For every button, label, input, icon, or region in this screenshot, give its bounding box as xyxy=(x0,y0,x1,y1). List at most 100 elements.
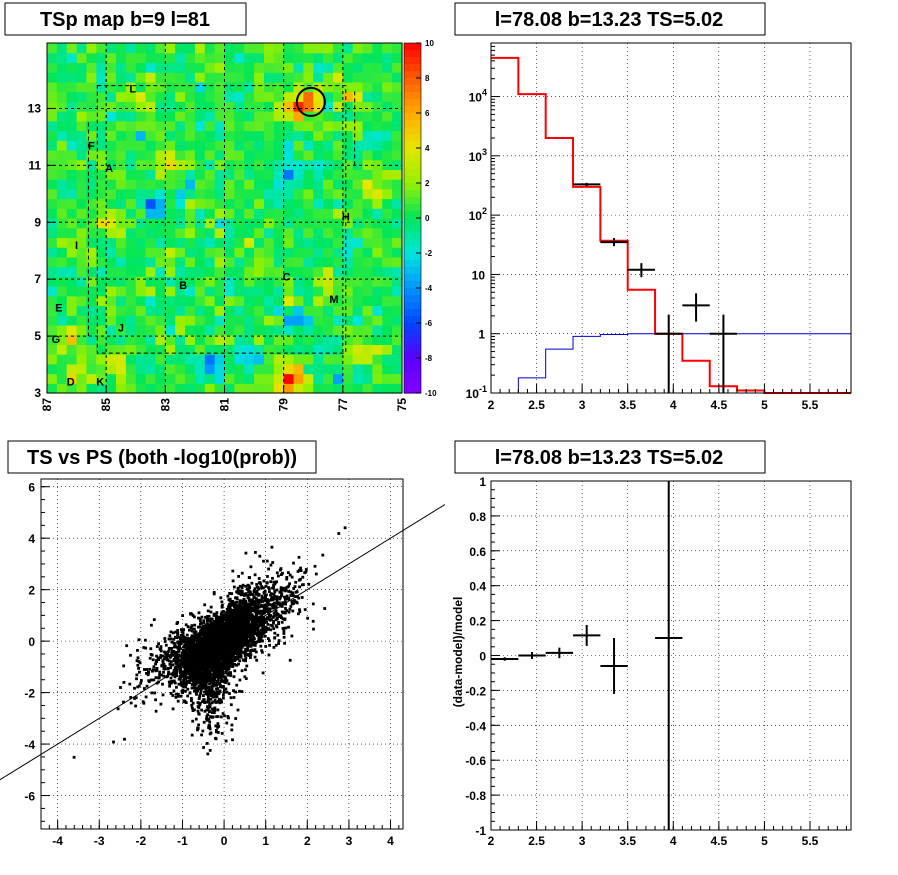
heatmap-cell xyxy=(313,334,324,345)
heatmap-cell xyxy=(254,218,265,229)
heatmap-cell xyxy=(175,188,186,200)
heatmap-cell xyxy=(165,237,176,248)
heatmap-cell xyxy=(86,383,97,394)
heatmap-cell xyxy=(96,276,107,287)
heatmap-cell xyxy=(106,101,117,112)
scatter-point xyxy=(246,620,250,624)
y-tick-label: 10 xyxy=(472,268,486,282)
scatter-point xyxy=(222,633,226,636)
heatmap-cell xyxy=(96,256,107,268)
heatmap-cell xyxy=(254,286,265,297)
heatmap-cell xyxy=(372,159,383,170)
colorbar-segment xyxy=(404,99,421,107)
scatter-point xyxy=(198,635,202,638)
scatter-point xyxy=(278,590,282,594)
heatmap-cell xyxy=(254,208,265,219)
scatter-point xyxy=(246,606,249,609)
scatter-point xyxy=(258,554,262,558)
scatter-point xyxy=(253,587,257,591)
heatmap-cell xyxy=(96,179,107,190)
heatmap-cell xyxy=(254,266,265,277)
heatmap-cell xyxy=(372,169,383,180)
heatmap-cell xyxy=(116,383,127,394)
heatmap-cell xyxy=(332,101,344,112)
heatmap-cell xyxy=(293,208,304,219)
scatter-point xyxy=(213,620,216,623)
heatmap-cell xyxy=(372,52,383,64)
heatmap-cell xyxy=(96,130,107,141)
colorbar-segment xyxy=(404,127,421,135)
heatmap-cell xyxy=(293,101,304,112)
heatmap-cell xyxy=(194,354,206,365)
scatter-point xyxy=(248,615,252,618)
heatmap-cell xyxy=(155,218,166,229)
heatmap-cell xyxy=(362,62,374,73)
scatter-point xyxy=(256,586,260,589)
heatmap-cell xyxy=(263,305,275,316)
heatmap-cell xyxy=(185,324,196,336)
heatmap-cell xyxy=(214,188,226,200)
heatmap-cell xyxy=(56,315,68,326)
heatmap-cell xyxy=(293,111,304,122)
heatmap-cell xyxy=(392,286,403,297)
scatter-point xyxy=(269,592,273,595)
scatter-point xyxy=(265,581,269,584)
heatmap-cell xyxy=(175,218,186,229)
heatmap-cell xyxy=(145,208,157,219)
scatter-point xyxy=(277,574,280,578)
region-label: E xyxy=(55,303,62,315)
heatmap-cell xyxy=(96,305,107,316)
heatmap-cell xyxy=(382,149,393,161)
heatmap-cell xyxy=(185,218,196,229)
heatmap-cell xyxy=(313,276,324,287)
scatter-point xyxy=(225,646,229,649)
heatmap-cell xyxy=(145,188,157,200)
heatmap-cell xyxy=(323,188,334,200)
heatmap-cell xyxy=(254,149,265,161)
heatmap-cell xyxy=(155,72,166,83)
heatmap-cell xyxy=(185,305,196,316)
heatmap-cell xyxy=(86,130,97,141)
heatmap-cell xyxy=(165,72,176,83)
heatmap-cell xyxy=(214,256,226,268)
heatmap-cell xyxy=(234,363,245,375)
scatter-point xyxy=(248,576,251,580)
heatmap-cell xyxy=(66,373,78,384)
heatmap-cell xyxy=(303,227,314,239)
heatmap-cell xyxy=(106,91,117,102)
heatmap-cell xyxy=(332,140,344,151)
scatter-point xyxy=(203,690,206,694)
heatmap-cell xyxy=(303,286,314,297)
heatmap-cell xyxy=(362,276,374,287)
spectrum-title: l=78.08 b=13.23 TS=5.02 xyxy=(495,9,724,31)
heatmap-cell xyxy=(204,111,216,122)
heatmap-cell xyxy=(204,169,216,180)
region-label: I xyxy=(75,240,78,252)
scatter-point xyxy=(218,669,221,673)
heatmap-cell xyxy=(194,169,206,180)
heatmap-cell xyxy=(66,218,78,229)
heatmap-cell xyxy=(106,247,117,258)
heatmap-cell xyxy=(303,315,314,326)
scatter-point xyxy=(210,687,214,691)
heatmap-cell xyxy=(145,62,157,73)
heatmap-cell xyxy=(273,256,285,268)
heatmap-cell xyxy=(86,305,97,316)
heatmap-cell xyxy=(342,188,354,200)
heatmap-cell xyxy=(273,198,285,209)
scatter-point xyxy=(268,639,271,643)
heatmap-cell xyxy=(263,344,275,355)
heatmap-cell xyxy=(323,208,334,219)
scatter-point xyxy=(285,576,289,579)
heatmap-cell xyxy=(244,179,255,190)
scatter-point xyxy=(221,620,225,624)
heatmap-cell xyxy=(224,111,235,122)
heatmap-cell xyxy=(323,324,334,336)
heatmap-cell xyxy=(303,81,314,93)
heatmap-cell xyxy=(352,72,364,83)
heatmap-cell xyxy=(214,208,226,219)
heatmap-cell xyxy=(145,130,157,141)
scatter-point xyxy=(242,610,245,614)
heatmap-cell xyxy=(303,179,314,190)
heatmap-cell xyxy=(165,169,176,180)
